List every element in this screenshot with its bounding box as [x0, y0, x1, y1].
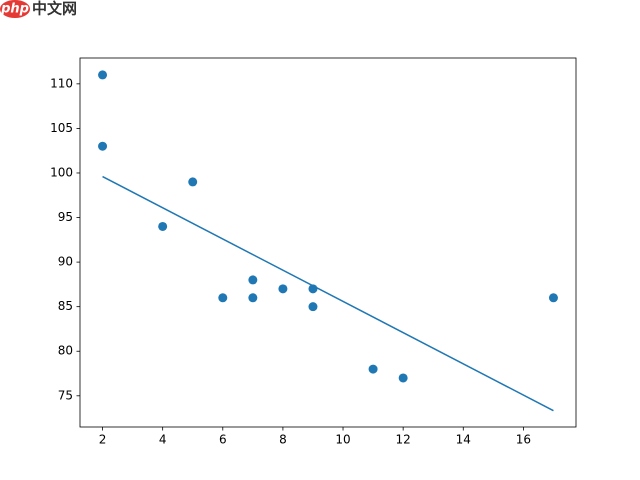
- y-tick-label: 95: [58, 210, 73, 224]
- point: [278, 284, 288, 294]
- y-tick-label: 90: [58, 255, 73, 269]
- point: [98, 141, 108, 151]
- y-tick-label: 85: [58, 299, 73, 313]
- x-tick-label: 14: [456, 433, 471, 447]
- point: [218, 293, 228, 303]
- point: [248, 293, 258, 303]
- point: [368, 364, 378, 374]
- x-tick-label: 8: [279, 433, 287, 447]
- x-tick-label: 12: [396, 433, 411, 447]
- x-tick-label: 2: [99, 433, 107, 447]
- y-tick-label: 105: [50, 121, 73, 135]
- logo-badge: [0, 0, 30, 18]
- y-tick-label: 80: [58, 344, 73, 358]
- y-tick-label: 100: [50, 165, 73, 179]
- point: [248, 275, 258, 285]
- point: [548, 293, 558, 303]
- point: [98, 70, 108, 80]
- x-tick-label: 6: [219, 433, 227, 447]
- x-tick-label: 10: [335, 433, 350, 447]
- watermark-text: 中文网: [32, 0, 77, 18]
- x-tick-label: 16: [516, 433, 531, 447]
- watermark: php 中文网: [0, 0, 77, 18]
- y-tick-label: 75: [58, 388, 73, 402]
- point: [188, 177, 198, 187]
- y-tick-label: 110: [50, 76, 73, 90]
- point: [158, 221, 168, 231]
- x-tick-label: 4: [159, 433, 167, 447]
- logo-text: php: [0, 2, 29, 17]
- point: [308, 302, 318, 312]
- point: [398, 373, 408, 383]
- trend-line: [102, 175, 554, 412]
- plot-frame: [79, 57, 577, 428]
